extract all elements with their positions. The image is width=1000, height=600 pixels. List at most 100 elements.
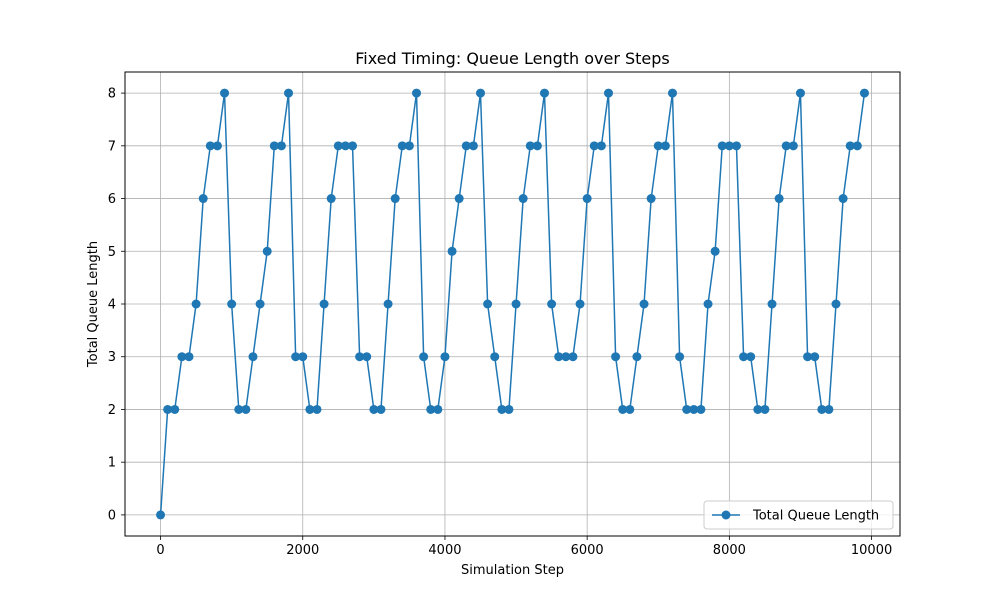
data-point	[255, 299, 265, 309]
data-point	[319, 299, 329, 309]
data-point	[561, 352, 571, 362]
x-axis-ticks: 0 2000 4000 6000 8000 10000	[156, 536, 892, 558]
y-tick-label: 3	[108, 350, 116, 365]
y-tick-label: 1	[108, 456, 116, 471]
data-point	[639, 299, 649, 309]
data-point	[454, 194, 464, 204]
data-point	[532, 141, 542, 151]
legend: Total Queue Length	[703, 500, 894, 530]
data-point	[625, 404, 635, 414]
data-point	[177, 352, 187, 362]
data-point	[497, 404, 507, 414]
data-point	[191, 299, 201, 309]
data-point	[696, 404, 706, 414]
chart-title: Fixed Timing: Queue Length over Steps	[355, 49, 670, 68]
data-point	[305, 404, 315, 414]
y-axis-ticks: 0 1 2 3 4 5 6 7 8	[108, 87, 125, 523]
data-point	[767, 299, 777, 309]
data-point	[212, 141, 222, 151]
data-point	[262, 246, 272, 256]
x-tick-label: 0	[156, 543, 164, 558]
y-axis-label: Total Queue Length	[86, 241, 101, 368]
data-point	[774, 194, 784, 204]
data-point	[376, 404, 386, 414]
data-point	[817, 404, 827, 414]
data-point	[419, 352, 429, 362]
x-tick-label: 4000	[428, 543, 461, 558]
data-point	[582, 194, 592, 204]
data-point	[205, 141, 215, 151]
data-point	[412, 88, 422, 98]
data-point	[156, 510, 166, 520]
x-tick-label: 8000	[713, 543, 746, 558]
data-point	[554, 352, 564, 362]
data-point	[824, 404, 834, 414]
data-point	[241, 404, 251, 414]
data-point	[803, 352, 813, 362]
data-point	[518, 194, 528, 204]
data-point	[632, 352, 642, 362]
data-point	[468, 141, 478, 151]
y-tick-label: 8	[108, 87, 116, 102]
data-point	[269, 141, 279, 151]
data-point	[276, 141, 286, 151]
data-point	[589, 141, 599, 151]
data-point	[603, 88, 613, 98]
data-point	[461, 141, 471, 151]
data-point	[746, 352, 756, 362]
data-point	[845, 141, 855, 151]
data-point	[760, 404, 770, 414]
data-point	[838, 194, 848, 204]
data-point	[675, 352, 685, 362]
data-point	[440, 352, 450, 362]
data-point	[483, 299, 493, 309]
data-point	[284, 88, 294, 98]
data-point	[611, 352, 621, 362]
data-point	[575, 299, 585, 309]
data-point	[831, 299, 841, 309]
data-point	[362, 352, 372, 362]
data-point	[511, 299, 521, 309]
data-point	[340, 141, 350, 151]
data-point	[689, 404, 699, 414]
data-point	[525, 141, 535, 151]
legend-label: Total Queue Length	[752, 509, 879, 524]
data-point	[710, 246, 720, 256]
data-point	[333, 141, 343, 151]
data-point	[397, 141, 407, 151]
y-tick-label: 7	[108, 139, 116, 154]
series-layer	[156, 88, 869, 520]
data-point	[547, 299, 557, 309]
data-point	[859, 88, 869, 98]
data-point	[326, 194, 336, 204]
data-point	[390, 194, 400, 204]
data-point	[753, 404, 763, 414]
data-point	[490, 352, 500, 362]
data-point	[404, 141, 414, 151]
data-point	[703, 299, 713, 309]
data-point	[739, 352, 749, 362]
data-point	[810, 352, 820, 362]
data-point	[426, 404, 436, 414]
data-point	[163, 404, 173, 414]
data-point	[476, 88, 486, 98]
data-point	[184, 352, 194, 362]
data-point	[596, 141, 606, 151]
data-point	[795, 88, 805, 98]
data-point	[348, 141, 358, 151]
data-point	[667, 88, 677, 98]
x-tick-label: 6000	[571, 543, 604, 558]
data-point	[660, 141, 670, 151]
data-point	[618, 404, 628, 414]
data-point	[788, 141, 798, 151]
y-tick-label: 0	[108, 508, 116, 523]
data-point	[355, 352, 365, 362]
data-point	[447, 246, 457, 256]
data-point	[234, 404, 244, 414]
legend-marker-icon	[721, 510, 731, 520]
data-point	[724, 141, 734, 151]
data-point	[227, 299, 237, 309]
data-point	[539, 88, 549, 98]
